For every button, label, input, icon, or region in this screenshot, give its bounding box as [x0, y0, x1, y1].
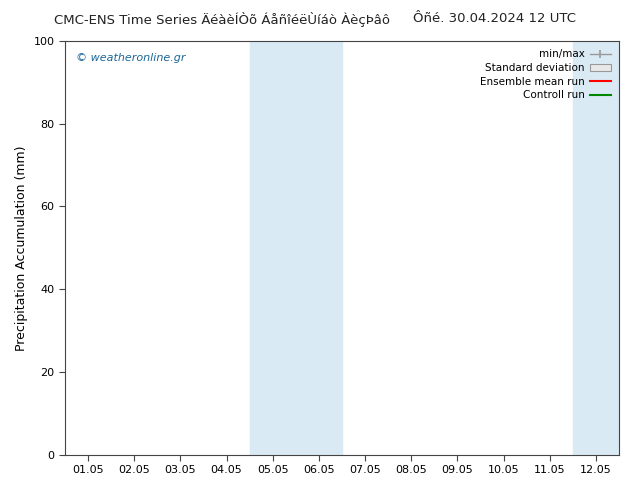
Text: Ôñé. 30.04.2024 12 UTC: Ôñé. 30.04.2024 12 UTC	[413, 12, 576, 25]
Text: CMC-ENS Time Series ÄéàèÍÒõ ÁåñîéëÙíáò ÀèçÞâô: CMC-ENS Time Series ÄéàèÍÒõ ÁåñîéëÙíáò À…	[54, 12, 390, 27]
Bar	[250, 41, 342, 455]
Y-axis label: Precipitation Accumulation (mm): Precipitation Accumulation (mm)	[15, 145, 28, 350]
Text: © weatheronline.gr: © weatheronline.gr	[76, 53, 186, 64]
Legend: min/max, Standard deviation, Ensemble mean run, Controll run: min/max, Standard deviation, Ensemble me…	[477, 46, 614, 103]
Bar	[573, 41, 634, 455]
